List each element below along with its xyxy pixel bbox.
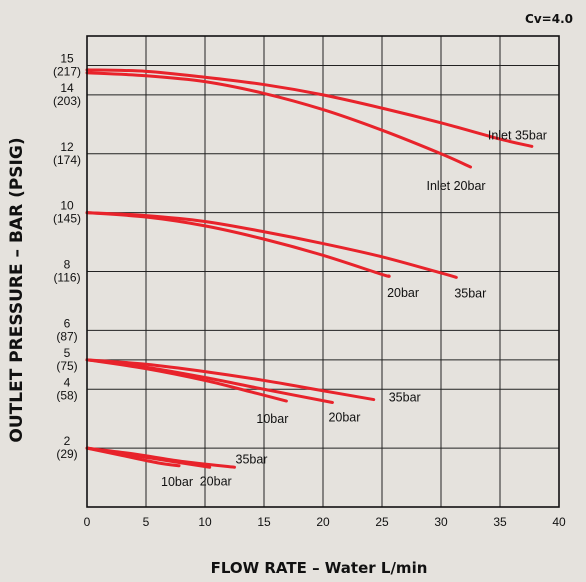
x-tick-label: 40 bbox=[552, 515, 566, 529]
x-axis-label: FLOW RATE – Water L/min bbox=[211, 559, 428, 577]
x-tick-label: 10 bbox=[198, 515, 212, 529]
series-label: Inlet 35bar bbox=[488, 128, 547, 142]
series-line bbox=[85, 68, 534, 148]
x-tick-label: 5 bbox=[143, 515, 150, 529]
x-tick-label: 20 bbox=[316, 515, 330, 529]
y-tick-label-psi: (58) bbox=[56, 388, 77, 402]
series-line bbox=[85, 358, 288, 403]
x-tick-label: 25 bbox=[375, 515, 389, 529]
series-label: 35bar bbox=[454, 286, 486, 300]
curves bbox=[85, 68, 534, 469]
series-line bbox=[85, 358, 376, 402]
y-tick-label-bar: 14 bbox=[60, 81, 74, 95]
plot-frame bbox=[86, 35, 560, 508]
y-tick-label-psi: (75) bbox=[56, 359, 77, 373]
series-line bbox=[85, 211, 458, 279]
series-line bbox=[85, 446, 181, 468]
y-tick-label-bar: 15 bbox=[60, 51, 74, 65]
y-tick-labels: 15(217) 14(203) 12(174) 10(145) 8(116) 6(87) 5… bbox=[53, 51, 81, 461]
y-tick-label-psi: (174) bbox=[53, 153, 81, 167]
y-tick-label-bar: 10 bbox=[60, 199, 74, 213]
series-label: 10bar bbox=[161, 475, 193, 489]
x-tick-label: 30 bbox=[434, 515, 448, 529]
series-label: 10bar bbox=[256, 412, 288, 426]
series-line bbox=[85, 71, 472, 169]
x-tick-label: 15 bbox=[257, 515, 271, 529]
x-tick-label: 0 bbox=[84, 515, 91, 529]
series-label: 20bar bbox=[387, 286, 419, 300]
y-tick-label-psi: (203) bbox=[53, 94, 81, 108]
cv-annotation: Cv=4.0 bbox=[525, 12, 573, 26]
x-tick-labels: 0 5 10 15 20 25 30 35 40 bbox=[84, 515, 566, 529]
y-tick-label-psi: (217) bbox=[53, 64, 81, 78]
y-tick-label-psi: (29) bbox=[56, 447, 77, 461]
series-label: 35bar bbox=[389, 391, 421, 405]
x-tick-label: 35 bbox=[493, 515, 507, 529]
y-tick-label-bar: 12 bbox=[60, 140, 74, 154]
y-tick-label-psi: (87) bbox=[56, 329, 77, 343]
series-line bbox=[85, 211, 391, 278]
y-tick-label-psi: (145) bbox=[53, 212, 81, 226]
series-label: Inlet 20bar bbox=[427, 179, 486, 193]
y-tick-label-bar: 6 bbox=[64, 316, 71, 330]
y-tick-label-bar: 8 bbox=[64, 258, 71, 272]
y-tick-label-bar: 5 bbox=[64, 346, 71, 360]
series-label: 35bar bbox=[236, 452, 268, 466]
y-tick-label-bar: 2 bbox=[64, 434, 71, 448]
series-label: 20bar bbox=[328, 410, 360, 424]
y-axis-label: OUTLET PRESSURE – BAR (PSIG) bbox=[7, 137, 27, 442]
y-tick-label-bar: 4 bbox=[64, 375, 71, 389]
y-tick-label-psi: (116) bbox=[53, 271, 80, 285]
curve-labels: Inlet 35bar Inlet 20bar 35bar 20bar 35bar 20b… bbox=[161, 128, 547, 488]
series-label: 20bar bbox=[200, 474, 232, 488]
